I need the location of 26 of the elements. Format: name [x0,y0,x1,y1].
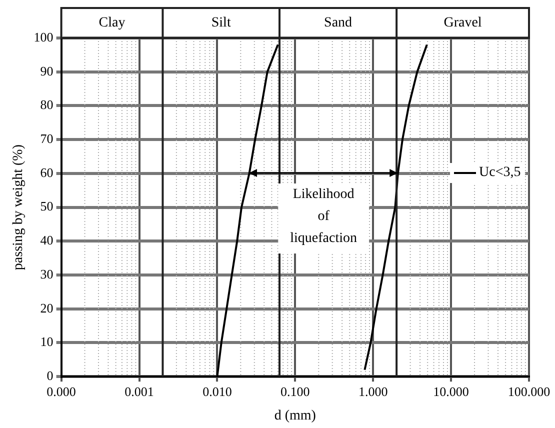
x-tick-label: 0.100 [280,384,310,399]
text: Sand [324,16,352,31]
text: Clay [98,16,126,31]
y-axis-title: passing by weight (%) [11,144,26,270]
y-tick-label: 40 [40,232,54,248]
x-axis-title: d (mm) [274,408,316,424]
x-tick-label: 10.000 [433,384,469,399]
annotation: Likelihood of liquefaction [290,187,358,246]
x-tick-label: 0.000 [46,384,76,399]
y-tick-label: 30 [40,266,54,282]
y-tick-label: 10 [40,334,54,350]
y-tick-label: 20 [40,300,54,316]
x-tick-label: 0.001 [124,384,154,399]
y-tick-label: 0 [46,368,54,384]
text: Gravel [444,16,482,31]
text: Silt [211,16,231,31]
x-tick-label: 1.000 [358,384,388,399]
y-tick-label: 70 [40,131,54,146]
y-tick-label: 50 [40,198,54,214]
x-tick-label: 0.010 [202,384,232,399]
y-tick-label: 60 [40,164,54,180]
y-tick-label: 90 [40,63,54,78]
legend-label: Uc<3,5 [479,165,521,182]
y-tick-label: 100 [34,29,54,44]
y-tick-label: 80 [40,97,54,112]
x-tick-label: 100.000 [508,384,550,399]
